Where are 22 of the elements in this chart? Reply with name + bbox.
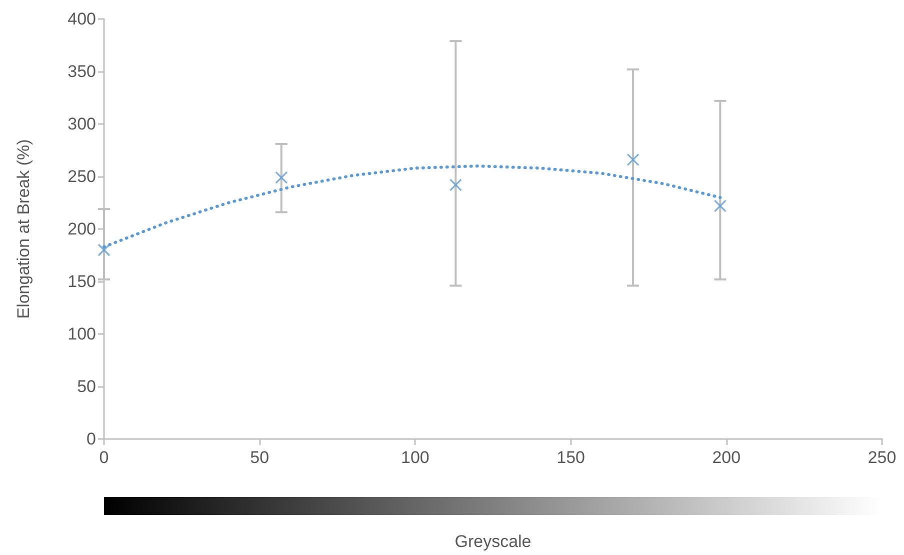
point	[714, 200, 726, 212]
y-tick-label: 350	[68, 62, 96, 81]
point	[449, 178, 462, 192]
x-tick-label: 200	[712, 448, 741, 467]
y-axis-title: Elongation at Break (%)	[14, 139, 33, 319]
y-tick-label: 100	[68, 324, 96, 344]
point	[275, 171, 288, 184]
x-tick-label: 250	[868, 448, 896, 467]
x-tick-label: 100	[401, 448, 430, 467]
y-tick-label: 200	[68, 220, 96, 238]
x-tick-label: 0	[99, 448, 109, 467]
y-tick-label: 300	[68, 114, 96, 134]
y-tick-label: 150	[68, 272, 96, 291]
y-tick-label: 400	[68, 10, 96, 28]
x-tick-label: 150	[556, 448, 585, 467]
point	[98, 244, 110, 256]
y-tick-label: 50	[77, 377, 96, 396]
y-tick-label: 250	[68, 167, 96, 186]
x-tick-label: 50	[250, 448, 270, 467]
y-tick-label: 0	[86, 430, 96, 448]
x-axis-title: Greyscale	[454, 532, 532, 551]
point	[626, 153, 640, 166]
